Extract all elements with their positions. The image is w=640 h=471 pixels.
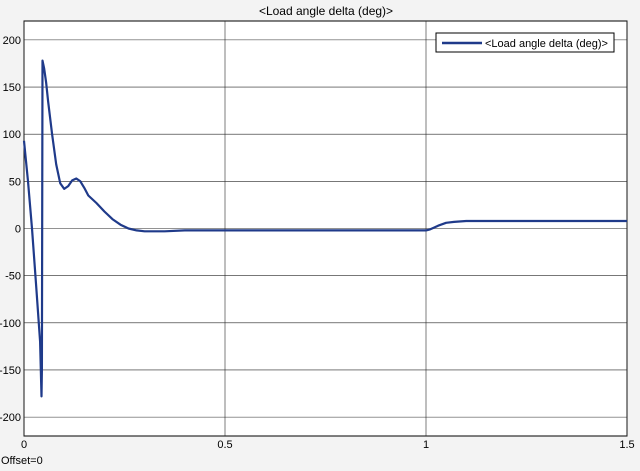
grid-lines	[23, 21, 628, 436]
offset-label: Offset=0	[1, 455, 43, 467]
y-tick-label: -50	[5, 271, 21, 283]
y-tick-label: 150	[3, 82, 21, 94]
tick-labels: -200 -150 -100 -50 0 50 100 150 200 0 0.5 1 1.5	[0, 35, 635, 451]
y-tick-label: -150	[0, 365, 21, 377]
x-tick-label: 1.5	[619, 439, 634, 451]
x-tick-label: 0	[21, 439, 27, 451]
y-tick-label: 200	[3, 35, 21, 47]
legend: <Load angle delta (deg)>	[435, 32, 615, 53]
y-tick-label: -200	[0, 412, 21, 424]
y-tick-label: -100	[0, 318, 21, 330]
x-tick-label: 0.5	[217, 439, 232, 451]
chart-title: <Load angle delta (deg)>	[259, 4, 393, 18]
y-tick-label: 100	[3, 129, 21, 141]
legend-box	[435, 32, 615, 53]
series-layer	[22, 59, 627, 398]
series-line-load-angle-delta	[22, 59, 627, 398]
y-tick-label: 0	[15, 224, 21, 236]
y-tick-label: 50	[9, 176, 21, 188]
x-tick-label: 1	[423, 439, 429, 451]
legend-label: <Load angle delta (deg)>	[485, 38, 608, 50]
